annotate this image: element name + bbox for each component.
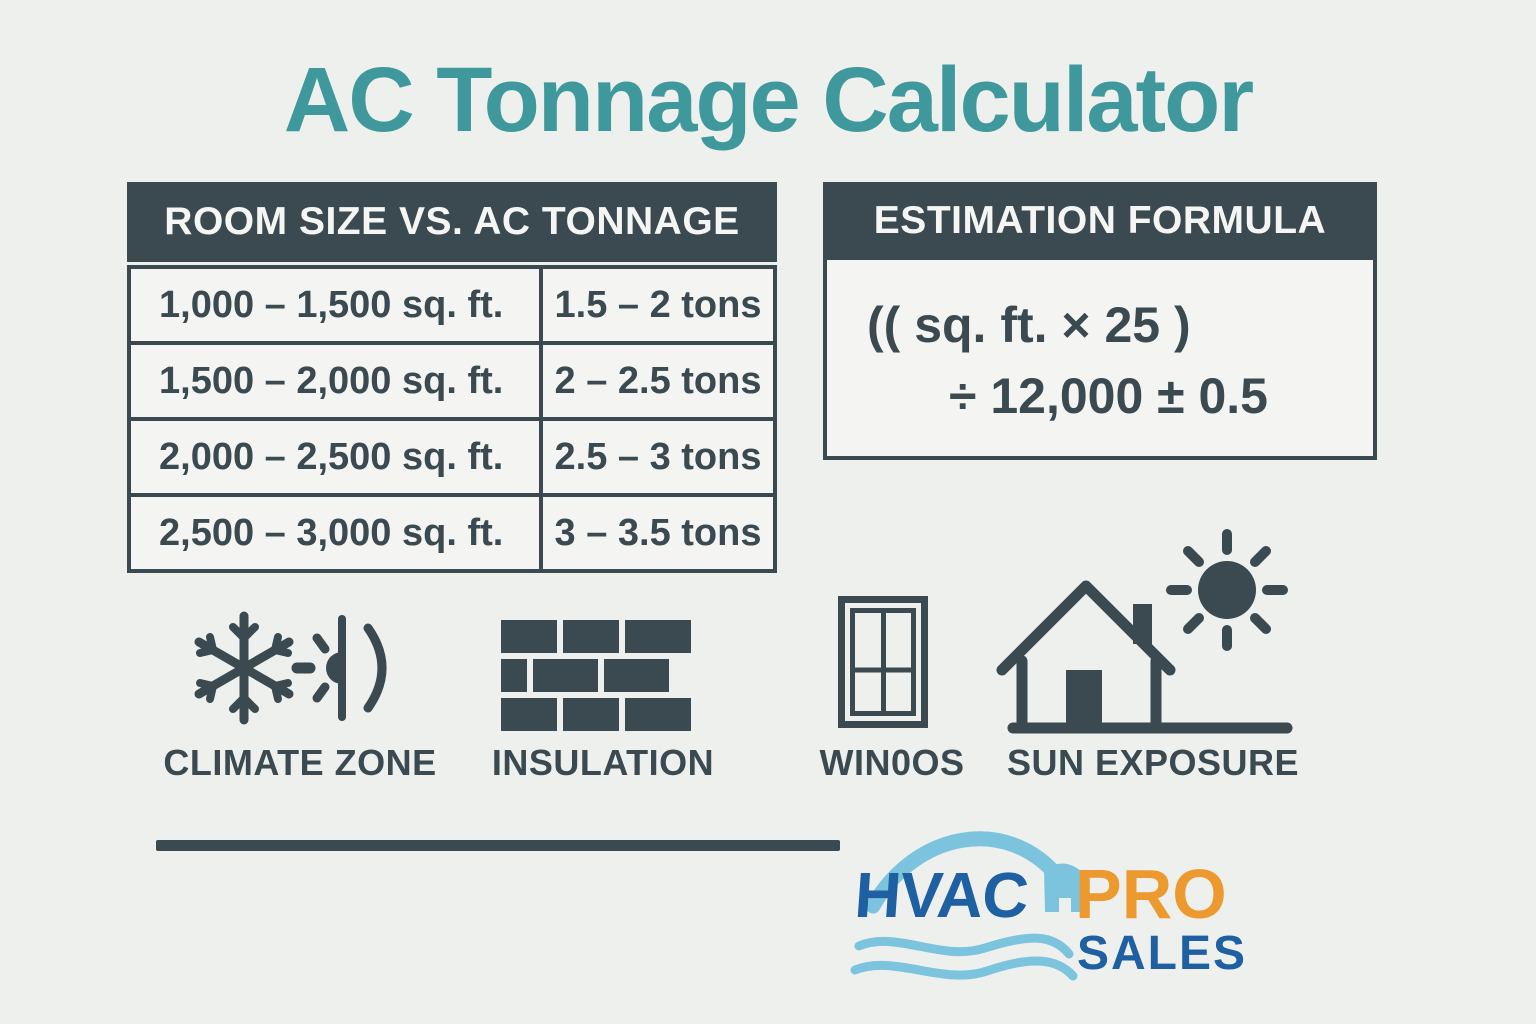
formula-header: ESTIMATION FORMULA bbox=[823, 182, 1377, 260]
tonnage-value: 3 – 3.5 tons bbox=[539, 497, 773, 569]
formula-line-2: ÷ 12,000 ± 0.5 bbox=[949, 368, 1268, 424]
room-size-value: 1,500 – 2,000 sq. ft. bbox=[159, 359, 504, 402]
formula-body: (( sq. ft. × 25 ) ÷ 12,000 ± 0.5 bbox=[823, 260, 1377, 460]
factor-label-insulation: INSULATION bbox=[491, 742, 715, 783]
room-table-body: 1,000 – 1,500 sq. ft. 1.5 – 2 tons 1,500… bbox=[127, 265, 777, 573]
room-size-value: 2,000 – 2,500 sq. ft. bbox=[159, 435, 504, 478]
tonnage-value: 2.5 – 3 tons bbox=[539, 421, 773, 493]
logo-word-sales: SALES bbox=[1077, 927, 1248, 980]
insulation-icon bbox=[501, 620, 691, 740]
table-row: 2,000 – 2,500 sq. ft. 2.5 – 3 tons bbox=[127, 417, 777, 497]
window-icon bbox=[838, 596, 928, 728]
sun-exposure-icon bbox=[995, 528, 1295, 743]
tonnage-value: 1.5 – 2 tons bbox=[539, 269, 773, 341]
divider-bar bbox=[156, 840, 840, 851]
climate-zone-icon bbox=[194, 606, 406, 731]
estimation-formula-box: ESTIMATION FORMULA (( sq. ft. × 25 ) ÷ 1… bbox=[823, 182, 1377, 460]
table-row: 2,500 – 3,000 sq. ft. 3 – 3.5 tons bbox=[127, 493, 777, 573]
room-size-value: 2,500 – 3,000 sq. ft. bbox=[159, 511, 504, 554]
room-size-value: 1,000 – 1,500 sq. ft. bbox=[159, 283, 504, 326]
factor-label-climate-zone: CLIMATE ZONE bbox=[163, 742, 437, 783]
room-size-table: ROOM SIZE VS. AC TONNAGE 1,000 – 1,500 s… bbox=[127, 182, 777, 573]
factor-label-windows: WIN0OS bbox=[819, 742, 965, 783]
formula-line-1: (( sq. ft. × 25 ) bbox=[867, 297, 1191, 353]
page-title: AC Tonnage Calculator bbox=[283, 49, 1254, 151]
logo-word-hvac: HVAC bbox=[852, 859, 1031, 931]
wrench-icon bbox=[1044, 863, 1085, 912]
logo-graphics bbox=[850, 831, 1085, 981]
table-row: 1,000 – 1,500 sq. ft. 1.5 – 2 tons bbox=[127, 265, 777, 345]
factor-label-sun-exposure: SUN EXPOSURE bbox=[1006, 742, 1300, 783]
tonnage-value: 2 – 2.5 tons bbox=[539, 345, 773, 417]
table-row: 1,500 – 2,000 sq. ft. 2 – 2.5 tons bbox=[127, 341, 777, 421]
logo-word-pro: PRO bbox=[1075, 855, 1227, 933]
hvac-pro-sales-logo: HVAC PRO SALES bbox=[845, 818, 1255, 998]
room-table-header: ROOM SIZE VS. AC TONNAGE bbox=[127, 182, 777, 262]
